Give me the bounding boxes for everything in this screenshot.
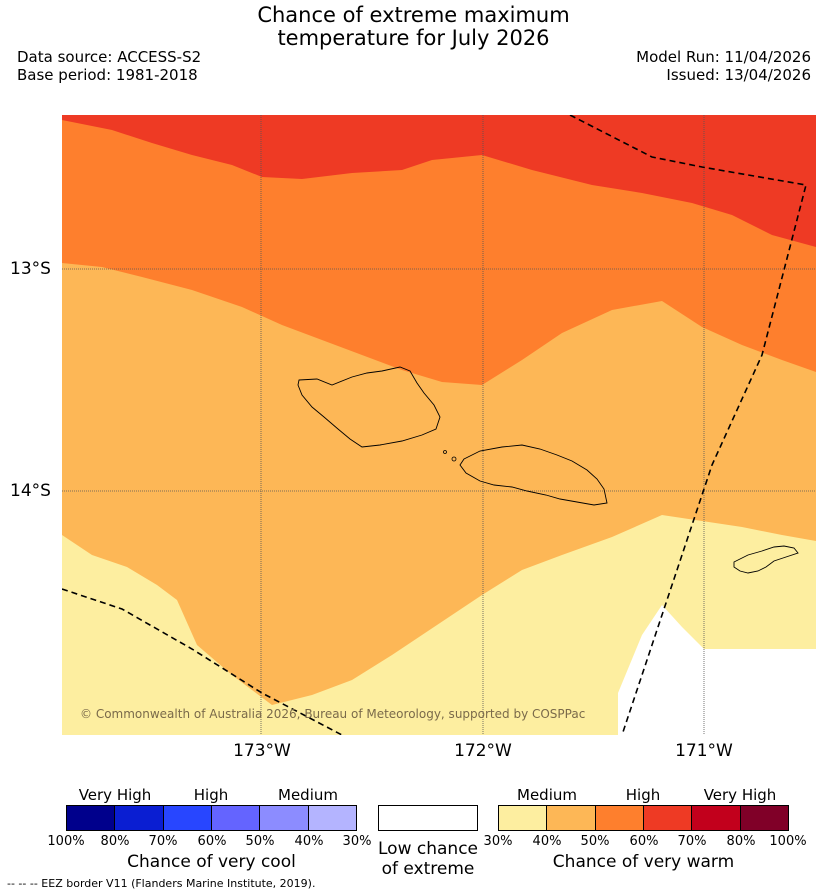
cool-swatch xyxy=(259,806,308,830)
low-chance-swatch xyxy=(378,805,478,831)
cool-tick: 30% xyxy=(342,834,372,849)
warm-swatch xyxy=(642,806,692,830)
warm-tick: 100% xyxy=(769,834,807,849)
lon-label-171w: 171°W xyxy=(675,741,733,761)
cool-tick: 70% xyxy=(148,834,178,849)
warm-swatch xyxy=(594,806,643,830)
lat-label-13s: 13°S xyxy=(10,259,51,279)
cool-tick: 60% xyxy=(197,834,227,849)
warm-tick: 60% xyxy=(629,834,659,849)
eez-line-west xyxy=(62,588,343,735)
model-run: Model Run: 11/04/2026 xyxy=(636,48,811,66)
cool-tick: 80% xyxy=(100,834,130,849)
warm-swatch xyxy=(739,806,788,830)
run-info: Model Run: 11/04/2026 Issued: 13/04/2026 xyxy=(636,48,811,84)
cool-very-high-label: Very High xyxy=(78,786,152,804)
warm-colorbar xyxy=(498,805,789,831)
savaii-island xyxy=(297,366,441,448)
tutuila-island xyxy=(733,545,799,574)
cool-high-label: High xyxy=(193,786,229,804)
warm-tick: 50% xyxy=(580,834,610,849)
low-chance-line-1: Low chance xyxy=(378,839,478,859)
cool-swatch xyxy=(67,806,115,830)
low-chance-caption: Low chance of extreme xyxy=(368,839,488,879)
copyright-note: © Commonwealth of Australia 2026, Bureau… xyxy=(80,707,586,721)
warm-swatch xyxy=(546,806,595,830)
upolu-island xyxy=(459,444,608,506)
cool-swatch xyxy=(162,806,211,830)
warm-swatch xyxy=(691,806,740,830)
warm-high-label: High xyxy=(625,786,661,804)
manono-island xyxy=(451,456,457,462)
eez-border xyxy=(62,115,807,735)
low-chance-line-2: of extreme xyxy=(381,859,475,879)
forecast-map xyxy=(62,115,816,735)
title-line-2: temperature for July 2026 xyxy=(277,26,550,50)
warm-tick: 30% xyxy=(483,834,513,849)
lon-label-173w: 173°W xyxy=(233,741,291,761)
warm-tick: 80% xyxy=(726,834,756,849)
data-source: Data source: ACCESS-S2 xyxy=(17,48,202,66)
title-line-1: Chance of extreme maximum xyxy=(257,3,570,27)
issued-date: Issued: 13/04/2026 xyxy=(666,66,811,84)
cool-colorbar xyxy=(66,805,357,831)
cool-swatch xyxy=(307,806,356,830)
eez-line-north xyxy=(569,115,807,735)
cool-medium-label: Medium xyxy=(278,786,338,804)
cool-tick: 100% xyxy=(47,834,85,849)
warm-very-high-label: Very High xyxy=(703,786,777,804)
warm-medium-label: Medium xyxy=(517,786,577,804)
cool-swatch xyxy=(114,806,163,830)
map-title: Chance of extreme maximum temperature fo… xyxy=(0,4,827,50)
warm-swatch xyxy=(499,806,547,830)
cool-tick: 50% xyxy=(245,834,275,849)
apolima-island xyxy=(443,450,447,454)
lat-label-14s: 14°S xyxy=(10,481,51,501)
data-info: Data source: ACCESS-S2 Base period: 1981… xyxy=(17,48,201,84)
base-period: Base period: 1981-2018 xyxy=(17,66,198,84)
warm-tick: 40% xyxy=(532,834,562,849)
lon-label-172w: 172°W xyxy=(454,741,512,761)
graticule xyxy=(62,115,816,735)
cool-caption: Chance of very cool xyxy=(127,852,296,872)
warm-caption: Chance of very warm xyxy=(552,852,735,872)
cool-swatch xyxy=(210,806,260,830)
warm-tick: 70% xyxy=(677,834,707,849)
zone-white xyxy=(62,605,816,735)
eez-footnote: -- -- -- EEZ border V11 (Flanders Marine… xyxy=(7,877,316,890)
cool-tick: 40% xyxy=(294,834,324,849)
